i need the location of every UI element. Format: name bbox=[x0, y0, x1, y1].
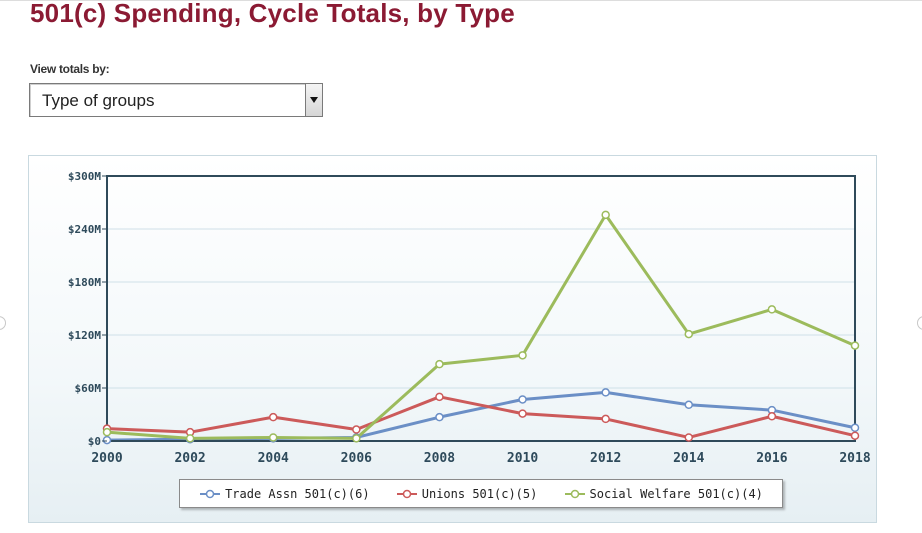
y-tick-label: $300M bbox=[68, 170, 101, 183]
chart-legend: Trade Assn 501(c)(6) Unions 501(c)(5) Soci… bbox=[179, 479, 783, 508]
x-tick-label: 2004 bbox=[258, 451, 289, 466]
carousel-next-button[interactable] bbox=[917, 316, 922, 330]
data-point[interactable] bbox=[767, 412, 777, 421]
data-point[interactable] bbox=[185, 434, 195, 443]
x-tick-label: 2010 bbox=[507, 451, 538, 466]
data-point[interactable] bbox=[518, 409, 527, 418]
data-point[interactable] bbox=[601, 388, 610, 397]
legend-item-2[interactable]: Social Welfare 501(c)(4) bbox=[564, 487, 763, 501]
x-tick-label: 2016 bbox=[756, 451, 787, 466]
y-tick-label: $0 bbox=[88, 435, 101, 448]
data-point[interactable] bbox=[435, 359, 444, 369]
data-point[interactable] bbox=[352, 434, 361, 443]
y-tick-label: $240M bbox=[68, 223, 101, 236]
series-line-1 bbox=[106, 395, 856, 439]
data-point[interactable] bbox=[850, 341, 860, 350]
chart-panel: $0 $60M $120M $180M $240M $300M 2000 2002 2004 20… bbox=[28, 155, 877, 523]
legend-item-0[interactable]: Trade Assn 501(c)(6) bbox=[199, 487, 370, 501]
y-tick-label: $180M bbox=[68, 276, 101, 289]
view-totals-selected-value: Type of groups bbox=[42, 91, 155, 110]
legend-swatch-icon bbox=[396, 489, 417, 498]
data-point[interactable] bbox=[102, 427, 112, 437]
data-point[interactable] bbox=[767, 305, 777, 314]
line-chart: $0 $60M $120M $180M $240M $300M 2000 2002 2004 20… bbox=[68, 170, 871, 466]
data-point[interactable] bbox=[518, 351, 527, 360]
x-tick-label: 2000 bbox=[91, 451, 122, 466]
legend-swatch-icon bbox=[200, 489, 221, 498]
legend-label: Unions 501(c)(5) bbox=[421, 486, 538, 501]
carousel-prev-button[interactable] bbox=[0, 316, 6, 330]
series-line-2 bbox=[106, 213, 856, 440]
legend-label: Trade Assn 501(c)(6) bbox=[225, 486, 370, 501]
x-tick-label: 2002 bbox=[174, 451, 205, 466]
data-point[interactable] bbox=[601, 414, 610, 424]
y-tick-label: $120M bbox=[68, 329, 101, 342]
y-tick-label: $60M bbox=[75, 382, 102, 395]
legend-label: Social Welfare 501(c)(4) bbox=[589, 486, 763, 501]
data-point[interactable] bbox=[601, 210, 610, 220]
data-point[interactable] bbox=[102, 435, 112, 445]
data-point[interactable] bbox=[850, 431, 860, 440]
series-line-0 bbox=[106, 390, 856, 442]
view-totals-select[interactable]: Type of groups bbox=[29, 83, 323, 117]
data-point[interactable] bbox=[684, 400, 694, 410]
legend-swatch-icon bbox=[564, 489, 585, 498]
data-point[interactable] bbox=[518, 395, 527, 404]
top-divider bbox=[0, 0, 922, 1]
data-point[interactable] bbox=[268, 412, 278, 422]
x-tick-label: 2012 bbox=[590, 451, 621, 466]
x-tick-label: 2018 bbox=[839, 451, 870, 466]
page-title: 501(c) Spending, Cycle Totals, by Type bbox=[30, 0, 515, 28]
x-tick-label: 2008 bbox=[424, 451, 455, 466]
data-point[interactable] bbox=[684, 433, 694, 442]
data-point[interactable] bbox=[268, 433, 278, 442]
chevron-down-icon bbox=[310, 97, 318, 103]
dropdown-button[interactable] bbox=[305, 84, 322, 116]
legend-item-1[interactable]: Unions 501(c)(5) bbox=[396, 486, 538, 501]
data-point[interactable] bbox=[850, 423, 860, 432]
x-tick-label: 2006 bbox=[341, 451, 372, 466]
data-point[interactable] bbox=[435, 392, 444, 402]
data-point[interactable] bbox=[352, 425, 361, 434]
data-point[interactable] bbox=[684, 329, 694, 339]
data-point[interactable] bbox=[435, 412, 444, 422]
x-tick-label: 2014 bbox=[673, 451, 704, 466]
view-totals-label: View totals by: bbox=[30, 62, 110, 76]
plot-frame bbox=[106, 175, 856, 442]
